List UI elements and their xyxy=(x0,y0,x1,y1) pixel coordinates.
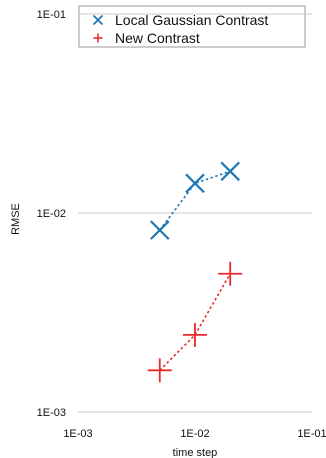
series-line-0 xyxy=(159,170,231,231)
x-tick-label: 1E-03 xyxy=(63,428,92,440)
gridlines xyxy=(78,13,312,413)
x-axis-title: time step xyxy=(173,447,218,458)
x-axis-ticks: 1E-03 1E-02 1E-01 xyxy=(63,428,326,440)
series-lines xyxy=(159,170,231,371)
series-line-1 xyxy=(159,273,231,371)
x-marker-point xyxy=(185,173,205,194)
y-axis-ticks: 1E-03 1E-02 1E-01 xyxy=(37,9,66,419)
legend-label: New Contrast xyxy=(115,30,200,46)
x-tick-label: 1E-02 xyxy=(180,428,209,440)
legend-box xyxy=(78,5,306,48)
plus-marker-point xyxy=(183,322,207,347)
y-axis-title: RMSE xyxy=(10,203,22,235)
legend-label: Local Gaussian Contrast xyxy=(115,12,268,28)
x-marker-point xyxy=(220,161,240,182)
legend-entry: New Contrast xyxy=(93,30,200,46)
legend-entry: Local Gaussian Contrast xyxy=(92,12,268,28)
plus-marker-point xyxy=(147,358,172,383)
x-marker-point xyxy=(150,220,170,240)
y-tick-label: 1E-02 xyxy=(37,208,66,220)
legend: Local Gaussian Contrast New Contrast xyxy=(92,12,268,46)
x-tick-label: 1E-01 xyxy=(297,428,326,440)
y-tick-label: 1E-03 xyxy=(37,407,66,419)
data-markers xyxy=(147,161,243,383)
y-tick-label: 1E-01 xyxy=(37,9,66,21)
plus-marker-point xyxy=(218,261,243,286)
